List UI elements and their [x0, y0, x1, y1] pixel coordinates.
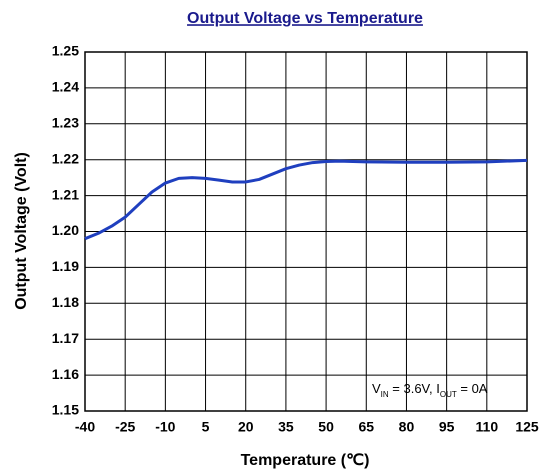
annotation-part: IN	[381, 390, 389, 399]
x-tick-label: 35	[278, 419, 294, 435]
y-tick-label: 1.22	[52, 150, 79, 166]
y-tick-label: 1.19	[52, 258, 79, 274]
y-tick-label: 1.18	[52, 294, 79, 310]
y-tick-label: 1.23	[52, 115, 79, 131]
y-tick-label: 1.20	[52, 222, 79, 238]
y-tick-label: 1.15	[52, 402, 79, 418]
y-axis-label: Output Voltage (Volt)	[13, 152, 30, 310]
x-tick-label: -40	[75, 419, 95, 435]
annotation-part: = 0A	[457, 381, 488, 396]
chart-title: Output Voltage vs Temperature	[187, 10, 423, 27]
y-tick-label: 1.24	[52, 79, 79, 95]
annotation: VIN = 3.6V, IOUT = 0A	[372, 381, 488, 398]
annotation-part: OUT	[440, 390, 457, 399]
x-tick-label: 65	[358, 419, 374, 435]
x-tick-label: 50	[318, 419, 334, 435]
data-line	[84, 158, 528, 241]
x-axis-label: Temperature (℃)	[241, 452, 370, 469]
x-tick-label: 95	[439, 419, 455, 435]
x-tick-label: 110	[476, 419, 499, 435]
x-tick-label: 5	[202, 419, 210, 435]
y-tick-label: 1.16	[52, 366, 79, 382]
annotation-part: = 3.6V, I	[389, 381, 440, 396]
plot-frame	[84, 51, 528, 412]
y-tick-label: 1.21	[52, 186, 79, 202]
x-tick-label: 80	[399, 419, 415, 435]
y-tick-label: 1.25	[52, 43, 79, 59]
x-tick-label: 125	[515, 419, 539, 435]
x-tick-label: -10	[155, 419, 175, 435]
annotation-part: V	[372, 381, 381, 396]
x-tick-label: -25	[115, 419, 135, 435]
x-tick-label: 20	[238, 419, 254, 435]
y-tick-label: 1.17	[52, 330, 79, 346]
